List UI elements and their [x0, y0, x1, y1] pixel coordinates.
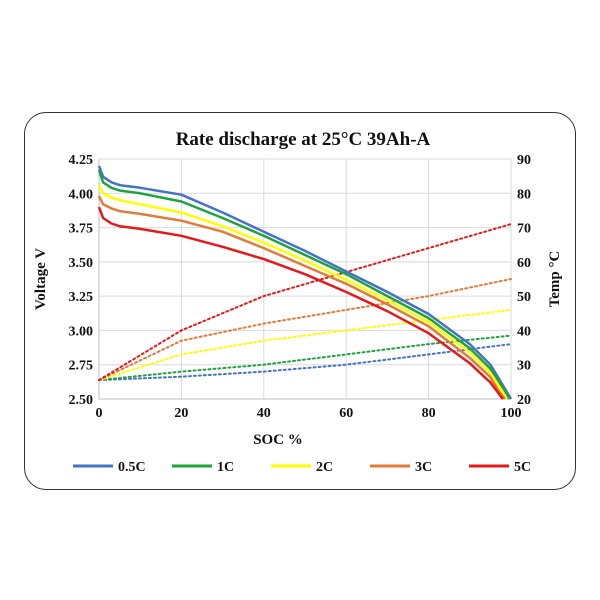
- y-tick-label: 3.50: [69, 256, 94, 271]
- legend-label: 0.5C: [118, 460, 146, 475]
- temperature-line-2C: [98, 308, 512, 382]
- x-tick-label: 100: [501, 406, 522, 421]
- y-tick-label: 2.50: [69, 393, 94, 408]
- voltage-series: [97, 165, 513, 400]
- x-tick-label: 20: [174, 406, 188, 421]
- y2-tick-label: 60: [517, 256, 531, 271]
- y2-tick-label: 20: [517, 393, 531, 408]
- y2-tick-label: 70: [517, 222, 531, 237]
- x-axis-label: SOC %: [253, 432, 303, 448]
- voltage-line-0.5C: [97, 165, 513, 400]
- y-axis-label: Voltage V: [33, 248, 49, 310]
- y-tick-label: 3.00: [69, 324, 94, 339]
- legend-label: 2C: [316, 460, 333, 475]
- tick-labels: 0 20 40 60 80 100 2.50 2.75 3.00 3.25 3.50 3.75 4.00…: [69, 153, 532, 421]
- voltage-line-1C: [97, 169, 510, 400]
- y-tick-label: 3.75: [69, 222, 94, 237]
- y-tick-label: 4.25: [69, 153, 94, 168]
- grid: [98, 158, 512, 400]
- y2-tick-label: 40: [517, 324, 531, 339]
- chart-title: Rate discharge at 25°C 39Ah-A: [176, 129, 431, 150]
- legend-label: 5C: [514, 460, 531, 475]
- x-tick-label: 0: [96, 406, 103, 421]
- x-tick-label: 60: [339, 406, 353, 421]
- chart-frame: Rate discharge at 25°C 39Ah-A 0 20 40 60 80 1…: [24, 112, 576, 490]
- temperature-line-3C: [98, 278, 512, 382]
- y-tick-label: 2.75: [69, 359, 94, 374]
- temperature-line-5C: [98, 223, 512, 382]
- voltage-line-2C: [97, 184, 508, 400]
- legend-label: 3C: [415, 460, 432, 475]
- legend: 0.5C 1C 2C 3C 5C: [73, 460, 531, 475]
- y2-tick-label: 90: [517, 153, 531, 168]
- y2-tick-label: 30: [517, 359, 531, 374]
- y2-tick-label: 50: [517, 290, 531, 305]
- temperature-line-0.5C: [98, 343, 512, 382]
- x-tick-label: 80: [422, 406, 436, 421]
- axes: [98, 159, 511, 400]
- legend-label: 1C: [217, 460, 234, 475]
- voltage-line-5C: [97, 206, 504, 400]
- y2-tick-label: 80: [517, 187, 531, 202]
- y-tick-label: 4.00: [69, 187, 94, 202]
- x-tick-label: 40: [257, 406, 271, 421]
- voltage-line-3C: [97, 195, 506, 400]
- temperature-series: [98, 223, 512, 382]
- y2-axis-label: Temp °C: [547, 251, 563, 308]
- y-tick-label: 3.25: [69, 290, 94, 305]
- rate-discharge-chart: Rate discharge at 25°C 39Ah-A 0 20 40 60 80 1…: [33, 129, 563, 475]
